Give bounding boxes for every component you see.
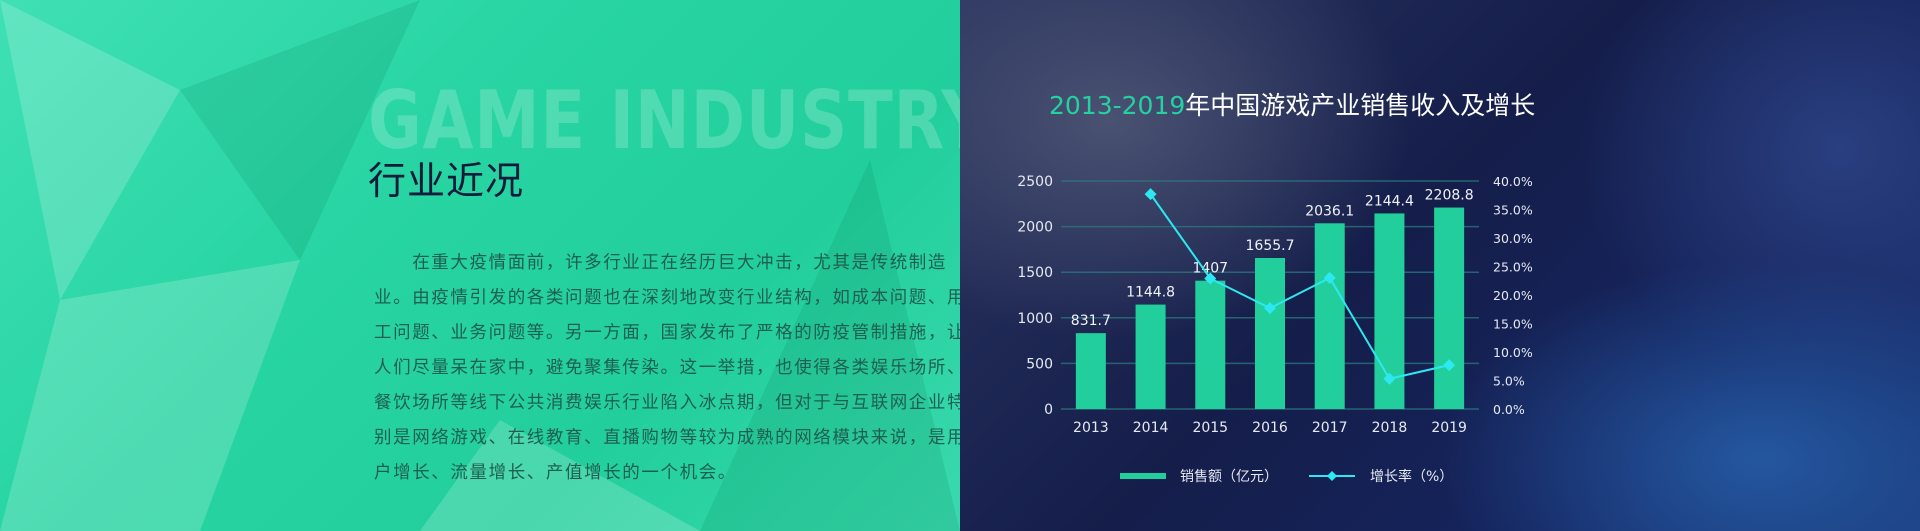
growth-marker: [1323, 271, 1336, 284]
paragraph-line: 工问题、业务问题等。另一方面，国家发布了严格的防疫管制措施，让: [374, 323, 960, 343]
x-tick-label: 2018: [1372, 420, 1408, 436]
legend-line-label: 增长率（%）: [1370, 468, 1453, 485]
watermark-text: GAME INDUSTRY: [368, 74, 960, 167]
paragraph-line: 人们尽量呆在家中，避免聚集传染。这一举措，也使得各类娱乐场所、: [374, 358, 960, 378]
legend-bar-label: 销售额（亿元）: [1180, 469, 1278, 485]
chart-title-years: 2013-2019: [1049, 91, 1186, 120]
y-left-tick-label: 1000: [1017, 311, 1053, 327]
body-paragraph: 在重大疫情面前，许多行业正在经历巨大冲击，尤其是传统制造 业。由疫情引发的各类问…: [374, 246, 960, 491]
legend-bar-swatch: [1120, 473, 1166, 479]
y-right-tick-label: 30.0%: [1493, 231, 1533, 246]
right-panel: 2013-2019年中国游戏产业销售收入及增长 0 500 1000 1500 2000…: [960, 0, 1920, 531]
growth-marker: [1264, 302, 1276, 315]
growth-marker: [1144, 188, 1157, 201]
y-left-tick-label: 1500: [1017, 265, 1053, 281]
y-left-tick-label: 500: [1026, 356, 1053, 372]
bar-data-label: 831.7: [1071, 313, 1111, 329]
y-right-tick-label: 10.0%: [1493, 345, 1533, 360]
paragraph-line: 别是网络游戏、在线教育、直播购物等较为成熟的网络模块来说，是用: [374, 428, 960, 448]
bar: [1314, 223, 1345, 409]
bar: [1195, 280, 1226, 409]
y-left-tick-label: 2000: [1017, 220, 1053, 236]
x-tick-label: 2017: [1312, 420, 1348, 436]
bar-data-label: 1655.7: [1246, 238, 1295, 254]
y-left-tick-label: 2500: [1017, 174, 1053, 190]
bar-data-label: 1144.8: [1126, 285, 1175, 301]
x-tick-label: 2016: [1252, 420, 1288, 436]
growth-marker: [1204, 272, 1217, 285]
y-right-tick-label: 0.0%: [1493, 402, 1525, 417]
x-tick-label: 2015: [1192, 420, 1228, 436]
bar-data-label: 2208.8: [1425, 188, 1474, 204]
bar: [1255, 258, 1285, 409]
background-polygons: [180, 0, 960, 531]
paragraph-line: 户增长、流量增长、产值增长的一个机会。: [374, 463, 737, 483]
y-left-tick-label: 0: [1044, 402, 1053, 418]
x-tick-label: 2019: [1431, 420, 1467, 436]
legend-line-marker: [1327, 471, 1337, 481]
y-right-tick-label: 25.0%: [1493, 260, 1533, 275]
y-right-tick-label: 20.0%: [1493, 288, 1533, 303]
growth-line: [1149, 193, 1450, 380]
y-right-tick-label: 35.0%: [1493, 203, 1533, 218]
section-heading: 行业近况: [368, 159, 525, 203]
y-right-tick-label: 5.0%: [1493, 374, 1525, 389]
growth-marker: [1383, 372, 1396, 385]
y-right-tick-label: 40.0%: [1493, 174, 1533, 189]
chart-title-text: 年中国游戏产业销售收入及增长: [1185, 91, 1536, 120]
paragraph-line: 在重大疫情面前，许多行业正在经历巨大冲击，尤其是传统制造: [374, 253, 947, 273]
bar-data-label: 2144.4: [1365, 193, 1414, 209]
bar: [1135, 304, 1166, 409]
bar: [1434, 207, 1465, 409]
paragraph-line: 业。由疫情引发的各类问题也在深刻地改变行业结构，如成本问题、用: [374, 288, 960, 308]
x-tick-label: 2013: [1073, 420, 1109, 436]
sales-growth-chart: 0 500 1000 1500 2000 2500 0.0% 5.0% 10.0% 15.0% 20…: [1017, 174, 1533, 485]
growth-marker: [1443, 359, 1456, 372]
bar-data-label: 2036.1: [1305, 203, 1354, 219]
y-right-tick-label: 15.0%: [1493, 317, 1533, 332]
paragraph-line: 餐饮场所等线下公共消费娱乐行业陷入冰点期，但对于与互联网企业特: [374, 393, 960, 413]
chart-title: 2013-2019年中国游戏产业销售收入及增长: [1049, 86, 1535, 122]
left-panel: GAME INDUSTRY 行业近况 在重大疫情面前，许多行业正在经历巨大冲击，…: [0, 0, 960, 531]
x-tick-label: 2014: [1133, 420, 1169, 436]
bar: [1075, 333, 1106, 409]
